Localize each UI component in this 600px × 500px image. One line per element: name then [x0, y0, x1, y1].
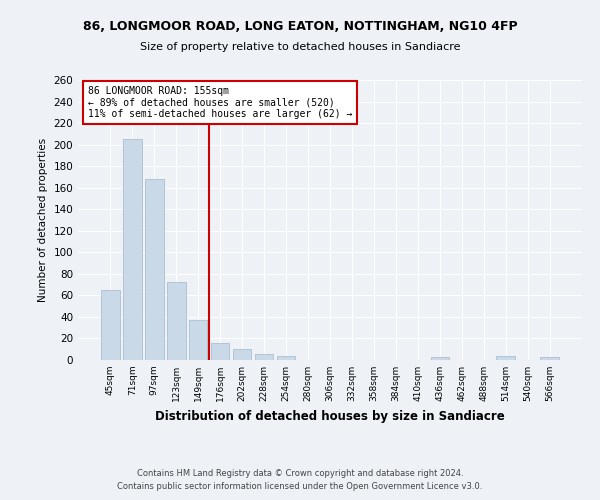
Bar	[211, 343, 229, 360]
Bar	[233, 349, 251, 360]
Bar	[255, 354, 274, 360]
Text: Contains HM Land Registry data © Crown copyright and database right 2024.: Contains HM Land Registry data © Crown c…	[137, 468, 463, 477]
Text: Contains public sector information licensed under the Open Government Licence v3: Contains public sector information licen…	[118, 482, 482, 491]
Y-axis label: Number of detached properties: Number of detached properties	[38, 138, 48, 302]
Text: Size of property relative to detached houses in Sandiacre: Size of property relative to detached ho…	[140, 42, 460, 52]
Bar	[167, 282, 185, 360]
Text: 86 LONGMOOR ROAD: 155sqm
← 89% of detached houses are smaller (520)
11% of semi-: 86 LONGMOOR ROAD: 155sqm ← 89% of detach…	[88, 86, 352, 119]
Bar	[145, 179, 164, 360]
Bar	[189, 320, 208, 360]
Bar	[496, 356, 515, 360]
Text: 86, LONGMOOR ROAD, LONG EATON, NOTTINGHAM, NG10 4FP: 86, LONGMOOR ROAD, LONG EATON, NOTTINGHA…	[83, 20, 517, 33]
Bar	[541, 357, 559, 360]
Bar	[123, 139, 142, 360]
X-axis label: Distribution of detached houses by size in Sandiacre: Distribution of detached houses by size …	[155, 410, 505, 422]
Bar	[431, 357, 449, 360]
Bar	[101, 290, 119, 360]
Bar	[277, 356, 295, 360]
